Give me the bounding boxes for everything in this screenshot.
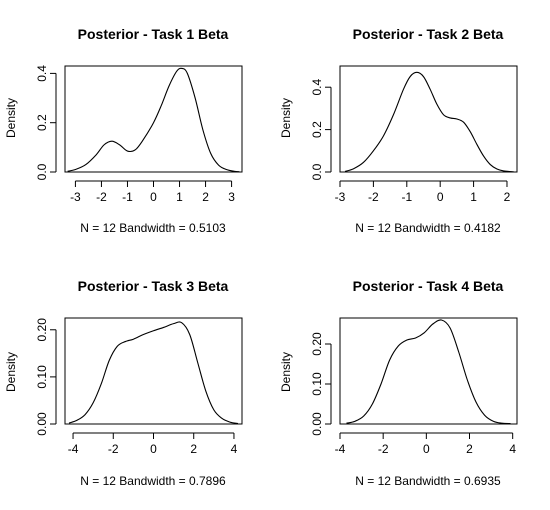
x-tick-label: 2 [202,190,209,204]
y-tick-label: 0.00 [35,412,49,436]
panel-4: Posterior - Task 4 Beta N = 12 Bandwidth… [279,278,518,488]
panel-title: Posterior - Task 3 Beta [78,278,229,294]
x-tick-label: -2 [96,190,107,204]
panel-title: Posterior - Task 1 Beta [78,26,229,42]
panel-title: Posterior - Task 4 Beta [353,278,504,294]
x-tick-label: -2 [108,442,119,456]
x-tick-label: 4 [231,442,238,456]
x-tick-label: -3 [335,190,346,204]
x-tick-label: 3 [228,190,235,204]
x-tick-label: -1 [401,190,412,204]
density-line [67,67,240,173]
y-tick-label: 0.0 [310,163,324,180]
panel-title: Posterior - Task 2 Beta [353,26,504,42]
y-tick-label: 0.20 [35,318,49,342]
density-line [68,321,239,425]
x-tick-label: 0 [150,442,157,456]
x-tick-label: -4 [335,442,346,456]
x-tick-label: 4 [509,442,516,456]
y-tick-label: 0.0 [35,163,49,180]
y-axis-label: Density [4,352,18,392]
x-tick-label: 2 [190,442,197,456]
x-axis-label: N = 12 Bandwidth = 0.4182 [355,221,501,235]
x-tick-label: 1 [176,190,183,204]
x-tick-label: -2 [368,190,379,204]
x-tick-label: 0 [423,442,430,456]
panel-1: Posterior - Task 1 Beta N = 12 Bandwidth… [4,26,243,235]
x-tick-label: -1 [122,190,133,204]
x-tick-label: -3 [70,190,81,204]
x-tick-label: 1 [470,190,477,204]
density-line [346,319,511,425]
y-tick-label: 0.20 [310,332,324,356]
panel-2: Posterior - Task 2 Beta N = 12 Bandwidth… [279,26,518,235]
y-tick-label: 0.4 [310,79,324,96]
plot-frame [64,65,243,173]
x-axis-label: N = 12 Bandwidth = 0.5103 [80,221,226,235]
y-tick-label: 0.4 [35,65,49,82]
x-tick-label: -4 [68,442,79,456]
y-tick-label: 0.10 [35,365,49,389]
plot-frame [339,65,518,173]
x-tick-label: 0 [437,190,444,204]
y-tick-label: 0.00 [310,412,324,436]
y-axis-label: Density [279,98,293,138]
y-tick-label: 0.10 [310,372,324,396]
x-tick-label: -2 [378,442,389,456]
x-axis-label: N = 12 Bandwidth = 0.6935 [355,474,501,488]
x-tick-label: 2 [466,442,473,456]
panel-3: Posterior - Task 3 Beta N = 12 Bandwidth… [4,278,243,488]
y-tick-label: 0.2 [310,121,324,138]
x-axis-label: N = 12 Bandwidth = 0.7896 [80,474,226,488]
y-axis-label: Density [279,352,293,392]
x-tick-label: 2 [504,190,511,204]
y-tick-label: 0.2 [35,114,49,131]
x-tick-label: 0 [150,190,157,204]
plot-frame [339,317,518,425]
plot-frame [64,317,243,425]
density-line [344,71,514,173]
y-axis-label: Density [4,98,18,138]
